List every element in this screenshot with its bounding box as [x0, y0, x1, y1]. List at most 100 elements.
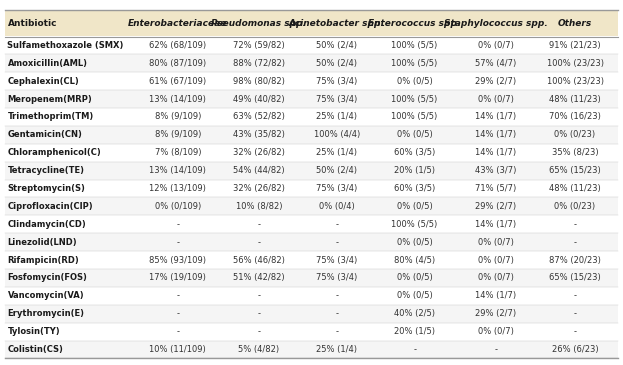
Text: 70% (16/23): 70% (16/23) [549, 112, 601, 122]
Text: 0% (0/23): 0% (0/23) [554, 130, 596, 139]
Text: -: - [257, 309, 260, 318]
Text: 14% (1/7): 14% (1/7) [475, 130, 516, 139]
Text: Sulfamethoxazole (SMX): Sulfamethoxazole (SMX) [7, 41, 124, 50]
Text: Vancomycin(VA): Vancomycin(VA) [7, 291, 84, 300]
Text: 29% (2/7): 29% (2/7) [475, 309, 516, 318]
Text: -: - [574, 220, 576, 229]
Text: -: - [494, 345, 497, 354]
Text: 0% (0/7): 0% (0/7) [478, 255, 513, 265]
Text: 75% (3/4): 75% (3/4) [316, 77, 358, 86]
Text: 25% (1/4): 25% (1/4) [316, 345, 357, 354]
Text: 12% (13/109): 12% (13/109) [150, 184, 206, 193]
Bar [5, 72, 618, 90]
Text: Colistin(CS): Colistin(CS) [7, 345, 64, 354]
Text: 0% (0/4): 0% (0/4) [319, 202, 354, 211]
Text: Streptomycin(S): Streptomycin(S) [7, 184, 85, 193]
Text: Enterococcus spp.: Enterococcus spp. [368, 19, 461, 28]
Text: 20% (1/5): 20% (1/5) [394, 327, 435, 336]
Text: Linezolid(LND): Linezolid(LND) [7, 238, 77, 247]
Text: 91% (21/23): 91% (21/23) [549, 41, 601, 50]
Text: 54% (44/82): 54% (44/82) [233, 166, 285, 175]
Bar [5, 287, 618, 305]
Text: 87% (20/23): 87% (20/23) [549, 255, 601, 265]
Text: 32% (26/82): 32% (26/82) [233, 184, 285, 193]
Text: -: - [574, 309, 576, 318]
Text: 62% (68/109): 62% (68/109) [150, 41, 206, 50]
Text: 0% (0/7): 0% (0/7) [478, 238, 513, 247]
Text: Antibiotic: Antibiotic [7, 19, 57, 28]
Text: 75% (3/4): 75% (3/4) [316, 184, 358, 193]
Text: 5% (4/82): 5% (4/82) [238, 345, 280, 354]
Text: -: - [574, 238, 576, 247]
Text: 0% (0/5): 0% (0/5) [397, 130, 432, 139]
Text: 14% (1/7): 14% (1/7) [475, 220, 516, 229]
Text: 98% (80/82): 98% (80/82) [233, 77, 285, 86]
Text: 0% (0/5): 0% (0/5) [397, 202, 432, 211]
Text: 100% (5/5): 100% (5/5) [391, 112, 438, 122]
Text: Erythromycin(E): Erythromycin(E) [7, 309, 85, 318]
Text: 80% (87/109): 80% (87/109) [150, 59, 206, 68]
Text: 51% (42/82): 51% (42/82) [233, 273, 285, 283]
Text: 17% (19/109): 17% (19/109) [150, 273, 206, 283]
Text: 0% (0/7): 0% (0/7) [478, 95, 513, 104]
Text: 43% (35/82): 43% (35/82) [233, 130, 285, 139]
Text: 65% (15/23): 65% (15/23) [549, 273, 601, 283]
Text: 0% (0/5): 0% (0/5) [397, 77, 432, 86]
Text: Acinetobacter spp.: Acinetobacter spp. [289, 19, 384, 28]
Text: Trimethoprim(TM): Trimethoprim(TM) [7, 112, 93, 122]
Bar [5, 90, 618, 108]
Text: 0% (0/5): 0% (0/5) [397, 291, 432, 300]
Text: 14% (1/7): 14% (1/7) [475, 291, 516, 300]
Text: Rifampicin(RD): Rifampicin(RD) [7, 255, 79, 265]
Text: -: - [335, 327, 338, 336]
Text: Enterobacteriaceae: Enterobacteriaceae [128, 19, 227, 28]
Text: 48% (11/23): 48% (11/23) [549, 95, 601, 104]
Text: 7% (8/109): 7% (8/109) [155, 148, 201, 157]
Text: 60% (3/5): 60% (3/5) [394, 148, 435, 157]
Text: -: - [257, 220, 260, 229]
Text: 100% (5/5): 100% (5/5) [391, 95, 438, 104]
Text: -: - [176, 220, 179, 229]
Text: 88% (72/82): 88% (72/82) [233, 59, 285, 68]
Text: 29% (2/7): 29% (2/7) [475, 202, 516, 211]
Text: Others: Others [558, 19, 592, 28]
Text: Clindamycin(CD): Clindamycin(CD) [7, 220, 86, 229]
Text: 25% (1/4): 25% (1/4) [316, 148, 357, 157]
Text: -: - [335, 220, 338, 229]
Text: 100% (4/4): 100% (4/4) [313, 130, 360, 139]
Text: -: - [413, 345, 416, 354]
Text: 8% (9/109): 8% (9/109) [155, 112, 201, 122]
Text: 32% (26/82): 32% (26/82) [233, 148, 285, 157]
Bar [5, 162, 618, 180]
Text: 61% (67/109): 61% (67/109) [150, 77, 206, 86]
Text: -: - [574, 327, 576, 336]
Bar [5, 54, 618, 72]
Text: -: - [335, 238, 338, 247]
Bar [5, 305, 618, 323]
Text: 10% (8/82): 10% (8/82) [235, 202, 282, 211]
Text: 43% (3/7): 43% (3/7) [475, 166, 516, 175]
Text: 56% (46/82): 56% (46/82) [233, 255, 285, 265]
Text: Staphylococcus spp.: Staphylococcus spp. [444, 19, 548, 28]
Text: -: - [574, 291, 576, 300]
Text: 100% (5/5): 100% (5/5) [391, 220, 438, 229]
Text: 63% (52/82): 63% (52/82) [233, 112, 285, 122]
Text: 100% (23/23): 100% (23/23) [546, 59, 604, 68]
Bar [5, 269, 618, 287]
Text: 80% (4/5): 80% (4/5) [394, 255, 435, 265]
Text: Gentamicin(CN): Gentamicin(CN) [7, 130, 82, 139]
Text: 72% (59/82): 72% (59/82) [233, 41, 285, 50]
Text: 8% (9/109): 8% (9/109) [155, 130, 201, 139]
Bar [5, 126, 618, 144]
Text: -: - [257, 291, 260, 300]
Bar [5, 180, 618, 197]
Text: -: - [176, 309, 179, 318]
Text: 13% (14/109): 13% (14/109) [150, 95, 206, 104]
Text: -: - [257, 238, 260, 247]
Text: -: - [257, 327, 260, 336]
Text: 49% (40/82): 49% (40/82) [233, 95, 285, 104]
Bar [5, 197, 618, 215]
Text: 100% (5/5): 100% (5/5) [391, 41, 438, 50]
Text: 85% (93/109): 85% (93/109) [150, 255, 206, 265]
Bar [5, 215, 618, 233]
